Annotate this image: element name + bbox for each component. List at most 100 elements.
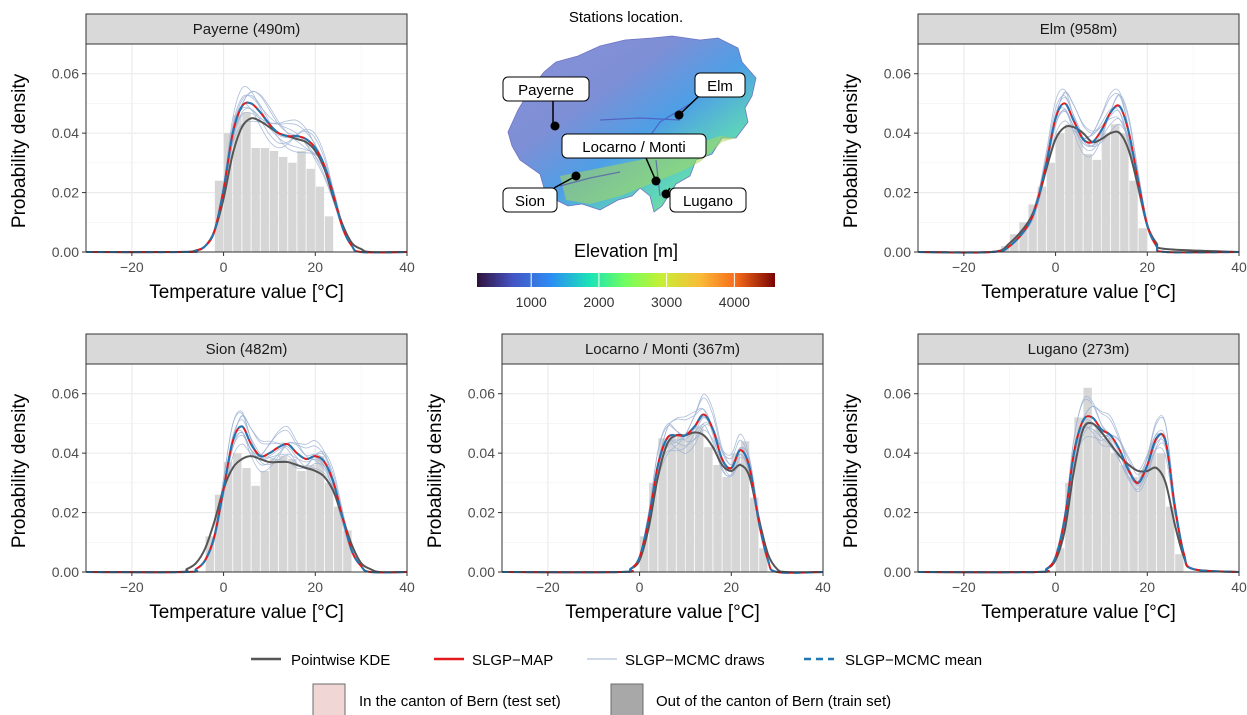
x-tick-label: 20 (1139, 579, 1155, 595)
y-tick-label: 0.00 (468, 564, 495, 580)
y-tick-label: 0.04 (52, 125, 79, 141)
x-axis-label: Temperature value [°C] (149, 602, 344, 623)
histogram-bar (1129, 181, 1137, 252)
panel: Elm (958m) −20 0 20 40 0.00 0.02 0.04 0.06 Temper… (841, 14, 1247, 303)
legend-label-kde: Pointwise KDE (291, 652, 390, 669)
legend-label-mean: SLGP−MCMC mean (845, 652, 982, 669)
histogram-bar (270, 459, 278, 572)
y-tick-label: 0.06 (884, 66, 911, 82)
x-tick-label: 0 (1052, 579, 1060, 595)
legend-key-train (611, 684, 643, 715)
station-label: Locarno / Monti (582, 139, 685, 156)
histogram-bar (288, 163, 296, 252)
y-tick-label: 0.06 (468, 386, 495, 402)
histogram-bar (270, 151, 278, 252)
y-tick-label: 0.04 (52, 445, 79, 461)
y-tick-label: 0.06 (52, 386, 79, 402)
y-tick-label: 0.02 (884, 185, 911, 201)
histogram-bar (242, 468, 250, 572)
legend-label-train: Out of the canton of Bern (train set) (656, 693, 891, 710)
histogram-bar (1074, 130, 1082, 252)
y-tick-label: 0.02 (884, 505, 911, 521)
legend-label-map: SLGP−MAP (472, 652, 553, 669)
histogram-bar (1083, 154, 1091, 252)
x-tick-label: 40 (1231, 259, 1247, 275)
histogram-bar (297, 151, 305, 252)
x-tick-label: 0 (220, 259, 228, 275)
histogram-bar (704, 447, 712, 572)
y-tick-label: 0.04 (884, 445, 911, 461)
x-tick-label: 0 (636, 579, 644, 595)
y-axis-label: Probability density (841, 393, 862, 548)
y-tick-label: 0.00 (884, 244, 911, 260)
histogram-bar (695, 426, 703, 572)
x-tick-label: −20 (952, 259, 976, 275)
histogram-bar (251, 486, 259, 572)
histogram-bar (1056, 133, 1064, 252)
histogram-bar (713, 465, 721, 572)
x-tick-label: 0 (220, 579, 228, 595)
histogram-bar (279, 157, 287, 252)
x-tick-label: −20 (120, 259, 144, 275)
histogram-bar (1120, 465, 1128, 572)
y-tick-label: 0.00 (884, 564, 911, 580)
y-tick-label: 0.02 (52, 185, 79, 201)
x-axis-label: Temperature value [°C] (981, 282, 1176, 303)
panel-title: Elm (958m) (1040, 21, 1118, 38)
histogram-bar (677, 435, 685, 572)
y-axis-label: Probability density (9, 73, 30, 228)
histogram-bar (233, 453, 241, 572)
station-label: Lugano (683, 193, 733, 210)
x-axis-label: Temperature value [°C] (149, 282, 344, 303)
map-title: Stations location. (569, 9, 683, 26)
panel: Lugano (273m)−20 0 20 400.000.020.040.06Tem… (841, 334, 1247, 623)
y-axis-label: Probability density (425, 393, 446, 548)
histogram-bar (1111, 453, 1119, 572)
histogram-bar (251, 148, 259, 252)
x-tick-label: 20 (307, 259, 323, 275)
histogram-bar (1157, 453, 1165, 572)
histogram-bar (1102, 438, 1110, 572)
x-tick-label: 40 (399, 579, 415, 595)
panel: Sion (482m) −20 0 20 40 0.00 0.02 0.04 0.06 Tempe… (9, 334, 415, 623)
colorbar-tick-label: 4000 (719, 294, 750, 310)
y-tick-label: 0.02 (52, 505, 79, 521)
panel: Payerne (490m) −20 0 20 40 0.00 0.02 0.04 0.06 Te… (9, 14, 415, 303)
station-lugano: Lugano (662, 188, 747, 212)
panel-title: Locarno / Monti (367m) (585, 341, 740, 358)
histogram-bar (261, 471, 269, 572)
y-tick-label: 0.06 (52, 66, 79, 82)
histogram-bar (1120, 133, 1128, 252)
x-tick-label: 20 (723, 579, 739, 595)
x-tick-label: 0 (1052, 259, 1060, 275)
map-panel: Stations location. Payerne Elm Locarno /… (477, 9, 775, 310)
y-tick-label: 0.04 (884, 125, 911, 141)
x-tick-label: 40 (815, 579, 831, 595)
legend: Pointwise KDE SLGP−MAP SLGP−MCMC draws S… (251, 652, 982, 715)
histogram-bar (1102, 133, 1110, 252)
histogram-bar (307, 169, 315, 252)
histogram-bar (1139, 228, 1147, 252)
colorbar (477, 273, 775, 287)
histogram-bar (686, 432, 694, 572)
histogram-bar (325, 483, 333, 572)
histogram-bar (297, 471, 305, 572)
x-axis-label: Temperature value [°C] (981, 602, 1176, 623)
x-tick-label: 20 (1139, 259, 1155, 275)
x-tick-label: 40 (1231, 579, 1247, 595)
y-axis-label: Probability density (841, 73, 862, 228)
histogram-bar (723, 477, 731, 572)
histogram-bar (261, 148, 269, 252)
histogram-bar (1175, 554, 1183, 572)
y-tick-label: 0.02 (468, 505, 495, 521)
x-tick-label: −20 (536, 579, 560, 595)
panel: Locarno / Monti (367m) −20 0 20 40 0.00 0.02 0.… (425, 334, 831, 623)
histogram-bar (1065, 124, 1073, 252)
histogram-bar (316, 187, 324, 252)
histogram-bar (1111, 124, 1119, 252)
histogram-bar (279, 456, 287, 572)
panel-title: Sion (482m) (206, 341, 288, 358)
x-tick-label: −20 (952, 579, 976, 595)
x-tick-label: 40 (399, 259, 415, 275)
